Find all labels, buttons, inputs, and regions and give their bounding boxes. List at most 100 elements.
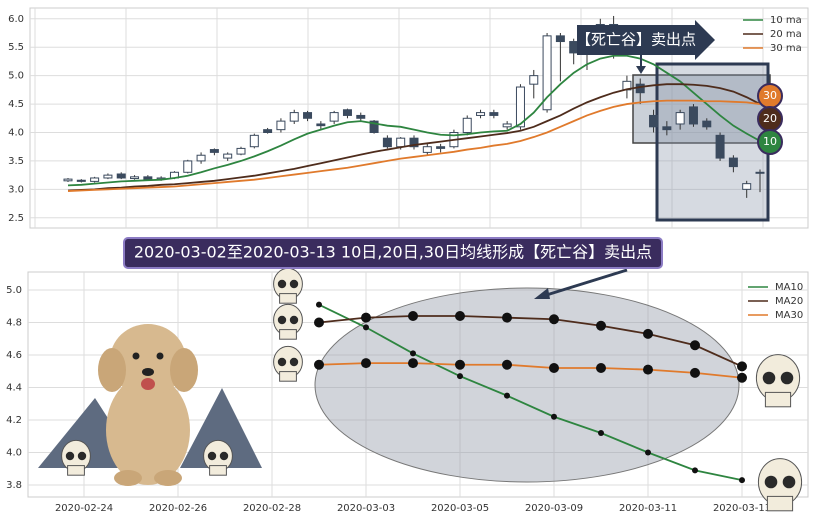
x-tick-label: 2020-03-11 <box>619 503 677 514</box>
skull <box>273 345 303 382</box>
skull <box>273 267 303 304</box>
candle-body <box>436 146 446 149</box>
dog-eye <box>132 352 140 360</box>
x-tick-label: 2020-03-05 <box>431 503 489 514</box>
y-tick-label: 4.5 <box>8 99 24 110</box>
banner: 2020-03-02至2020-03-13 10日,20日,30日均线形成【死亡… <box>123 237 663 269</box>
skull <box>755 354 801 408</box>
skull-eye <box>207 451 217 461</box>
point <box>455 311 465 322</box>
skull-jaw <box>764 391 792 408</box>
x-tick-label: 2020-02-26 <box>149 503 207 514</box>
y-tick-label: 5.5 <box>8 42 24 53</box>
skull-jaw <box>279 329 297 340</box>
skull-eye <box>289 279 299 289</box>
y-tick-label: 4.0 <box>8 127 24 138</box>
candle-body <box>183 160 193 173</box>
skull <box>273 303 303 340</box>
candle-body <box>635 83 645 94</box>
candle-body <box>409 137 419 148</box>
point <box>690 340 700 351</box>
skull-eye <box>219 451 229 461</box>
candle-body <box>130 176 140 180</box>
badge-label: 20 <box>763 112 777 125</box>
candle-body <box>209 149 219 153</box>
skull-eye <box>277 279 287 289</box>
point <box>314 359 324 370</box>
y-tick-label: 6.0 <box>8 14 24 25</box>
skull-eye <box>289 357 299 367</box>
candle-body <box>515 86 525 128</box>
candle-body <box>662 126 672 131</box>
skull <box>61 439 91 476</box>
point <box>739 477 745 484</box>
candle-body <box>316 123 326 127</box>
x-tick-label: 2020-03-13 <box>713 503 771 514</box>
point <box>549 363 559 374</box>
legend-label: MA10 <box>775 282 803 293</box>
candle-body <box>422 146 432 153</box>
callout-arrow <box>577 20 715 60</box>
candle-body <box>715 134 725 159</box>
candle-body <box>755 171 765 174</box>
point <box>361 312 371 323</box>
candle-body <box>356 114 366 119</box>
candle-body <box>702 120 712 128</box>
y-tick-label: 4.8 <box>6 318 22 329</box>
dog <box>98 324 198 486</box>
candle-body <box>90 177 100 182</box>
point <box>408 358 418 369</box>
arrow-head <box>534 288 550 299</box>
candle-body <box>143 176 153 180</box>
candle-body <box>103 174 113 179</box>
dog-paw <box>114 470 142 486</box>
point <box>596 363 606 374</box>
y-tick-label: 2.5 <box>8 213 24 224</box>
dog-paw <box>154 470 182 486</box>
candle-body <box>223 153 233 159</box>
skull-jaw <box>279 371 297 382</box>
candle-body <box>196 154 206 162</box>
point <box>690 367 700 378</box>
candle-body <box>529 75 539 85</box>
candle-body <box>76 179 86 182</box>
callout: 【死亡谷】卖出点 <box>576 20 715 74</box>
x-tick-label: 2020-02-28 <box>243 503 301 514</box>
skull-eye <box>65 451 75 461</box>
badge-label: 10 <box>763 135 777 148</box>
highlight-ellipse <box>314 287 740 483</box>
dog-tongue <box>141 378 155 390</box>
point <box>361 358 371 369</box>
skull-eye <box>77 451 87 461</box>
y-tick-label: 3.0 <box>8 184 24 195</box>
point <box>737 372 747 383</box>
point <box>643 328 653 339</box>
y-tick-label: 3.8 <box>6 480 22 491</box>
candle-body <box>675 112 685 125</box>
dog-eye <box>156 352 164 360</box>
skull-eye <box>289 315 299 325</box>
ma-line <box>318 303 743 481</box>
legend-label: 10 ma <box>770 15 802 26</box>
ma-line <box>318 362 743 379</box>
point <box>692 467 698 474</box>
banner-text: 2020-03-02至2020-03-13 10日,20日,30日均线形成【死亡… <box>134 243 652 262</box>
ma-line <box>67 54 761 187</box>
point <box>502 312 512 323</box>
badge-label: 30 <box>763 89 777 102</box>
dog-head <box>110 324 186 396</box>
skull-eye <box>277 357 287 367</box>
skull <box>757 458 803 512</box>
point <box>596 320 606 331</box>
decoration <box>38 62 771 486</box>
skull-jaw <box>766 495 794 512</box>
candle-body <box>742 183 752 190</box>
ma-line <box>318 315 743 368</box>
legend-label: 20 ma <box>770 29 802 40</box>
dog-ear <box>170 348 198 392</box>
marks: 2.5 3.0 3.5 4.0 4.5 5.0 5.5 6.0 10 ma 20 ma 30 ma 3… <box>6 14 803 514</box>
skull-eye <box>762 371 776 385</box>
point <box>598 429 604 436</box>
skull-eye <box>780 371 794 385</box>
